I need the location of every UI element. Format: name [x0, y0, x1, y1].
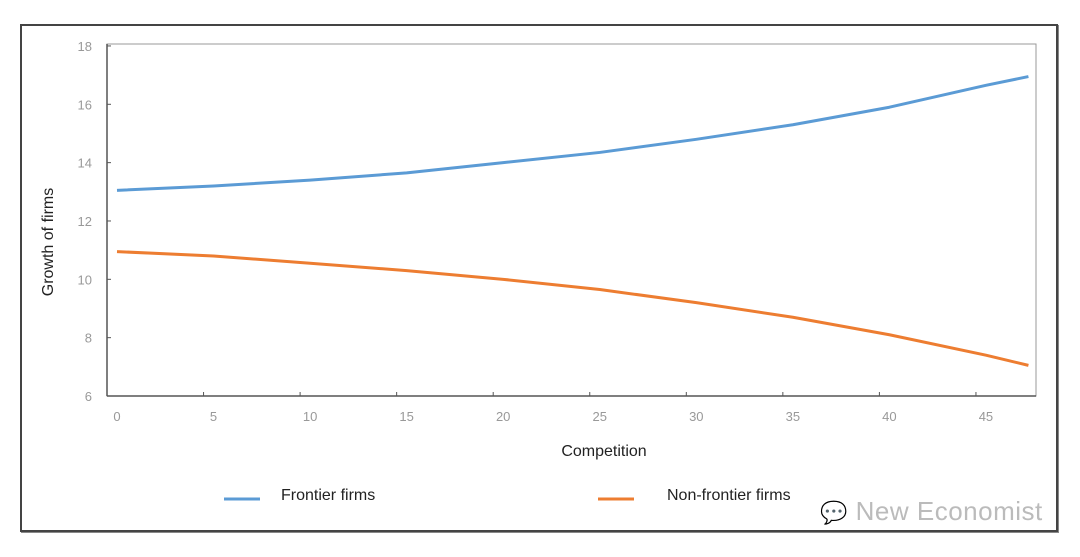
- y-tick-label: 8: [85, 331, 92, 346]
- x-tick-label: 35: [786, 409, 800, 424]
- x-tick-label: 10: [303, 409, 317, 424]
- y-tick-label: 16: [78, 97, 92, 112]
- x-axis-label: Competition: [561, 443, 646, 460]
- y-tick-label: 18: [78, 39, 92, 54]
- x-tick-label: 30: [689, 409, 703, 424]
- y-tick-label: 10: [78, 272, 92, 287]
- x-tick-label: 25: [593, 409, 607, 424]
- legend-label-non-frontier: Non-frontier firms: [667, 487, 791, 504]
- x-tick-label: 0: [113, 409, 120, 424]
- watermark: 💬 New Economist: [820, 496, 1043, 527]
- series-line-frontier: [116, 75, 1029, 192]
- legend-label-frontier: Frontier firms: [281, 487, 376, 504]
- x-tick-label: 20: [496, 409, 510, 424]
- x-tick-label: 15: [399, 409, 413, 424]
- plot-area: [106, 43, 1037, 397]
- watermark-text: New Economist: [855, 496, 1043, 526]
- x-tick-label: 45: [979, 409, 993, 424]
- chart-frame: [20, 24, 1058, 532]
- y-tick-label: 14: [78, 156, 92, 171]
- y-tick-label: 12: [78, 214, 92, 229]
- x-tick-label: 40: [882, 409, 896, 424]
- y-axis-label: Growth of firms: [40, 188, 57, 296]
- y-tick-label: 6: [85, 389, 92, 404]
- series-line-non-frontier: [116, 250, 1029, 367]
- wechat-icon: 💬: [820, 500, 848, 525]
- x-tick-label: 5: [210, 409, 217, 424]
